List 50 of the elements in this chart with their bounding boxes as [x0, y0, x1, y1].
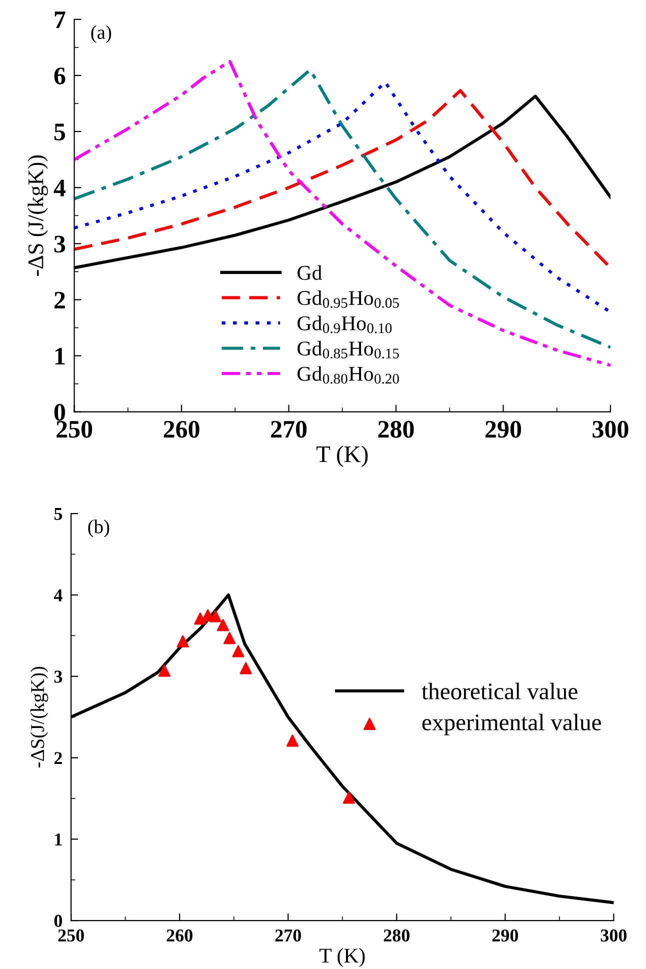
point	[216, 619, 230, 632]
point	[158, 664, 170, 677]
point	[240, 662, 252, 674]
x-tick-label: 270	[275, 929, 301, 942]
y-tick-label: 4	[54, 589, 62, 602]
x-tick-label: 290	[486, 420, 522, 438]
y-tick-label: 0	[54, 914, 62, 927]
y-tick-label: 2	[54, 752, 62, 764]
y-tick-label: 3	[54, 670, 62, 683]
y-tick-label: 7	[54, 12, 66, 28]
y-tick-label: 5	[54, 124, 66, 140]
annotation: (a)	[91, 25, 112, 43]
y-axis-title: -ΔS (J/(kgK))	[28, 155, 48, 276]
x-tick-label: 300	[600, 929, 627, 942]
x-tick-label: 290	[492, 929, 518, 942]
point	[286, 734, 299, 747]
y-tick-label: 2	[54, 292, 65, 308]
legend-label: theoretical value	[422, 682, 578, 700]
x-axis-title: T (K)	[316, 446, 368, 468]
legend-label: Gd$_{0.9}$Ho$_{0.10}$	[298, 316, 392, 334]
y-tick-label: 1	[55, 348, 65, 364]
point	[176, 635, 189, 648]
x-tick-label: 260	[166, 929, 192, 942]
x-tick-label: 300	[592, 420, 628, 438]
x-tick-label: 280	[378, 420, 414, 438]
point	[194, 612, 206, 625]
legend-label: experimental value	[422, 714, 601, 736]
x-tick-label: 250	[58, 929, 84, 942]
x-axis-title: T (K)	[320, 948, 365, 967]
legend-label: Gd$_{0.80}$Ho$_{0.20}$	[298, 366, 399, 384]
point	[232, 645, 244, 658]
y-tick-label: 5	[54, 508, 62, 520]
legend-label: Gd$_{0.85}$Ho$_{0.15}$	[298, 340, 399, 358]
x-tick-label: 260	[164, 420, 200, 438]
y-tick-label: 0	[54, 404, 66, 421]
y-tick-label: 6	[54, 68, 66, 84]
x-tick-label: 250	[56, 420, 92, 438]
y-axis-title: -ΔS(J/(kgK))	[30, 666, 48, 768]
point	[342, 792, 355, 804]
x-tick-label: 280	[384, 929, 410, 942]
y-tick-label: 1	[55, 834, 62, 846]
legend-label: Gd	[298, 265, 322, 280]
annotation: (b)	[88, 520, 110, 538]
point	[209, 610, 222, 622]
line-series	[74, 80, 610, 314]
y-tick-label: 4	[54, 180, 66, 196]
x-tick-label: 270	[271, 420, 307, 438]
legend-label: Gd$_{0.95}$Ho$_{0.05}$	[298, 290, 399, 308]
point	[223, 632, 236, 644]
y-tick-label: 3	[54, 236, 66, 253]
